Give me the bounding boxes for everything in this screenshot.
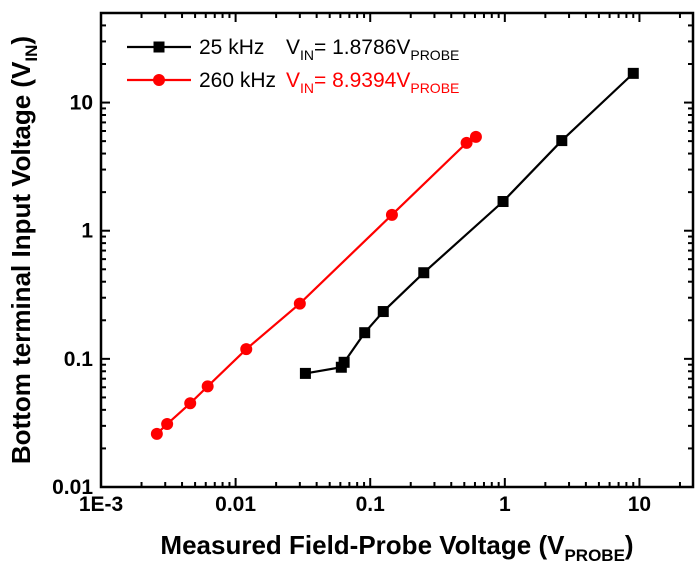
x-tick-label: 1 [499, 493, 511, 516]
legend-marker-25-khz [153, 41, 165, 53]
y-tick-label: 1 [81, 220, 93, 243]
x-tick-label: 10 [628, 493, 651, 516]
legend-label-25-khz: 25 kHz [199, 36, 264, 59]
fit-equation-260-khz: VIN= 8.9394VPROBE [286, 69, 459, 96]
series-25-khz-marker [359, 327, 371, 339]
series-260-khz-marker [240, 343, 253, 356]
y-tick-label: 0.1 [64, 348, 94, 371]
series-260-khz-marker [150, 427, 163, 440]
legend-label-260-khz: 260 kHz [199, 69, 276, 92]
series-260-khz-marker [460, 136, 473, 149]
x-tick-label: 0.01 [215, 493, 256, 516]
y-tick-label: 0.01 [52, 476, 93, 499]
legend-marker-260-khz [153, 74, 165, 86]
series-25-khz-marker [497, 196, 509, 208]
x-tick-label: 0.1 [356, 493, 386, 516]
fit-equation-25-khz: VIN= 1.8786VPROBE [286, 36, 459, 63]
x-axis-title: Measured Field-Probe Voltage (VPROBE) [160, 530, 633, 565]
series-260-khz-marker [293, 297, 306, 310]
series-25-khz-marker [338, 356, 350, 368]
series-25-khz-line [305, 72, 635, 375]
series-260-khz-marker [184, 397, 197, 410]
series-25-khz-marker [418, 267, 430, 279]
plot-frame [99, 11, 695, 489]
series-260-khz-marker [161, 418, 174, 431]
series-25-khz-marker [299, 367, 311, 379]
y-axis-title: Bottom terminal Input Voltage (VIN) [6, 36, 41, 464]
x-tick-label: 1E-3 [79, 493, 123, 516]
series-260-khz-marker [385, 208, 398, 221]
series-260-khz-marker [201, 380, 214, 393]
series-260-khz-marker [469, 130, 482, 143]
y-tick-label: 10 [70, 92, 93, 115]
series-25-khz-marker [556, 135, 568, 147]
series-25-khz-marker [627, 67, 639, 79]
series-25-khz-marker [377, 306, 389, 318]
